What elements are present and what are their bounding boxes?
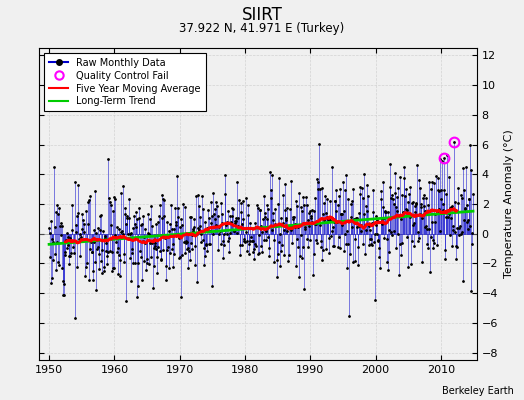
Text: SIIRT: SIIRT [242, 6, 282, 24]
Y-axis label: Temperature Anomaly (°C): Temperature Anomaly (°C) [504, 130, 514, 278]
Text: Berkeley Earth: Berkeley Earth [442, 386, 514, 396]
Legend: Raw Monthly Data, Quality Control Fail, Five Year Moving Average, Long-Term Tren: Raw Monthly Data, Quality Control Fail, … [44, 53, 205, 111]
Text: 37.922 N, 41.971 E (Turkey): 37.922 N, 41.971 E (Turkey) [179, 22, 345, 35]
